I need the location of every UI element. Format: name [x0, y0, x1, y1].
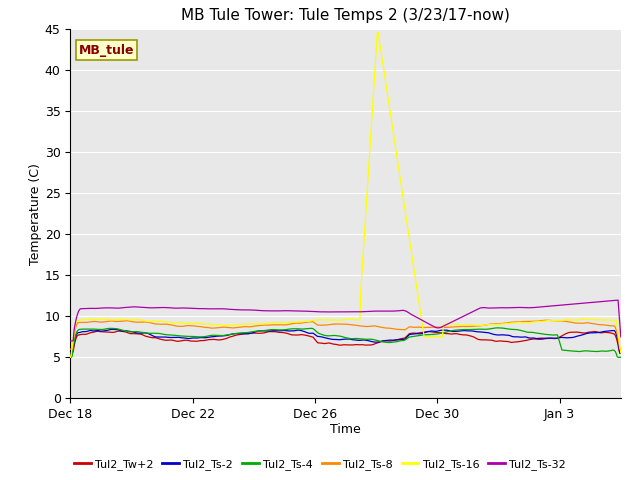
Y-axis label: Temperature (C): Temperature (C): [29, 163, 42, 264]
X-axis label: Time: Time: [330, 422, 361, 435]
Text: MB_tule: MB_tule: [79, 44, 134, 57]
Title: MB Tule Tower: Tule Temps 2 (3/23/17-now): MB Tule Tower: Tule Temps 2 (3/23/17-now…: [181, 9, 510, 24]
Legend: Tul2_Tw+2, Tul2_Ts-2, Tul2_Ts-4, Tul2_Ts-8, Tul2_Ts-16, Tul2_Ts-32: Tul2_Tw+2, Tul2_Ts-2, Tul2_Ts-4, Tul2_Ts…: [69, 455, 571, 474]
